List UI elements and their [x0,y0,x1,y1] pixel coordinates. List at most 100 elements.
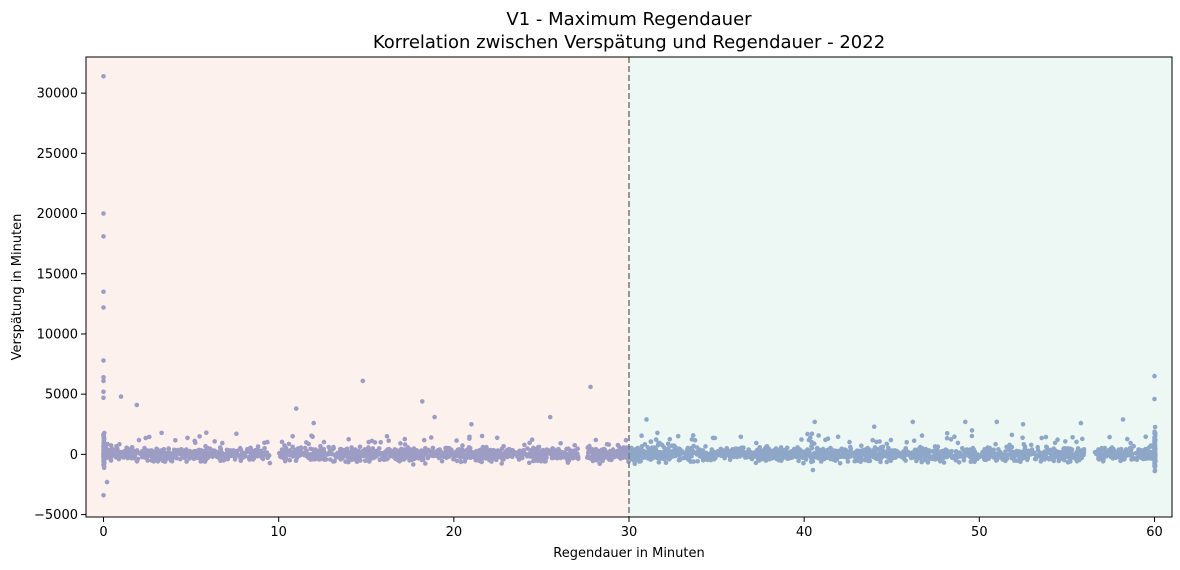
data-point [367,459,372,464]
data-point [1117,454,1123,460]
data-point [267,460,273,466]
data-point [961,458,967,463]
data-point [246,447,251,452]
data-point [788,449,794,454]
data-point [839,447,844,453]
data-point [1022,446,1028,452]
data-point [739,446,744,452]
data-point [464,454,470,460]
data-point [198,459,203,464]
data-point [940,448,945,454]
x-tick-label: 10 [270,525,287,540]
data-point [1055,455,1061,461]
data-point [686,449,692,454]
data-point [880,450,885,456]
data-point [884,452,889,458]
data-point [237,445,243,451]
data-point [368,453,374,458]
data-point [101,378,106,384]
data-point [806,448,811,454]
data-point [421,437,427,443]
data-point [287,457,293,463]
data-point [156,457,162,463]
data-point [575,446,580,452]
x-axis-ticks: 0 10 20 30 40 50 60 [99,517,1163,540]
data-point [386,438,392,444]
data-point [234,451,240,457]
data-point [1100,459,1106,464]
data-point [615,449,620,455]
data-point [171,447,177,453]
data-point [666,450,672,456]
data-point [411,462,416,467]
data-point [420,453,425,458]
data-point [618,453,623,458]
data-point [749,452,755,458]
data-point [349,445,354,450]
data-point [487,457,493,463]
data-point [631,458,637,464]
data-point [167,452,172,458]
data-point [956,460,962,465]
data-point [909,450,915,456]
data-point [944,431,950,436]
data-point [196,448,202,453]
data-point [1047,450,1053,456]
data-point [614,454,620,459]
data-point [108,458,114,463]
data-point [806,437,812,443]
data-point [481,446,486,452]
data-point [377,457,383,463]
data-point [884,441,890,447]
data-point [933,445,939,451]
data-point [357,451,363,457]
data-point [871,424,877,430]
data-point [542,450,547,456]
data-point [1055,437,1060,443]
data-point [634,451,639,457]
data-point [562,454,567,460]
data-point [304,452,310,457]
data-point [1152,453,1158,459]
data-point [1152,431,1158,437]
data-point [969,428,975,433]
data-point [1124,449,1129,455]
data-point [656,460,662,465]
data-point [639,444,645,449]
data-point [754,449,760,455]
data-point [1020,422,1026,427]
data-point [1136,454,1142,459]
data-point [648,439,654,444]
data-point [941,460,947,465]
data-point [145,448,150,454]
data-point [1152,462,1157,468]
data-point [812,450,817,456]
data-point [212,448,218,454]
data-point [666,456,672,461]
data-point [159,430,164,436]
data-point [809,445,815,451]
data-point [150,452,155,458]
data-point [1152,396,1157,402]
data-point [1009,432,1015,438]
data-point [873,453,879,458]
data-point [479,433,485,439]
data-point [1064,449,1069,455]
data-point [1009,455,1014,461]
data-point [101,449,107,455]
data-point [979,453,984,458]
data-point [113,455,119,460]
y-tick-label: 0 [70,448,78,463]
data-point [402,436,408,442]
data-point [454,458,460,464]
data-point [829,452,834,458]
data-point [166,447,171,452]
data-point [423,447,428,452]
data-point [670,448,676,454]
data-point [106,451,112,457]
data-point [160,455,166,460]
data-point [837,461,843,466]
data-point [644,417,649,422]
data-point [695,459,700,464]
data-point [894,451,900,457]
